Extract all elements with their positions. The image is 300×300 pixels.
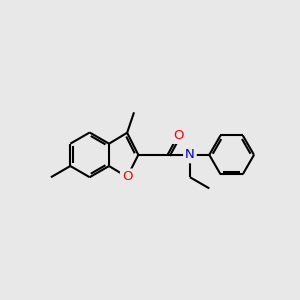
Text: O: O bbox=[122, 170, 132, 183]
Text: O: O bbox=[173, 129, 183, 142]
Text: N: N bbox=[185, 148, 195, 161]
